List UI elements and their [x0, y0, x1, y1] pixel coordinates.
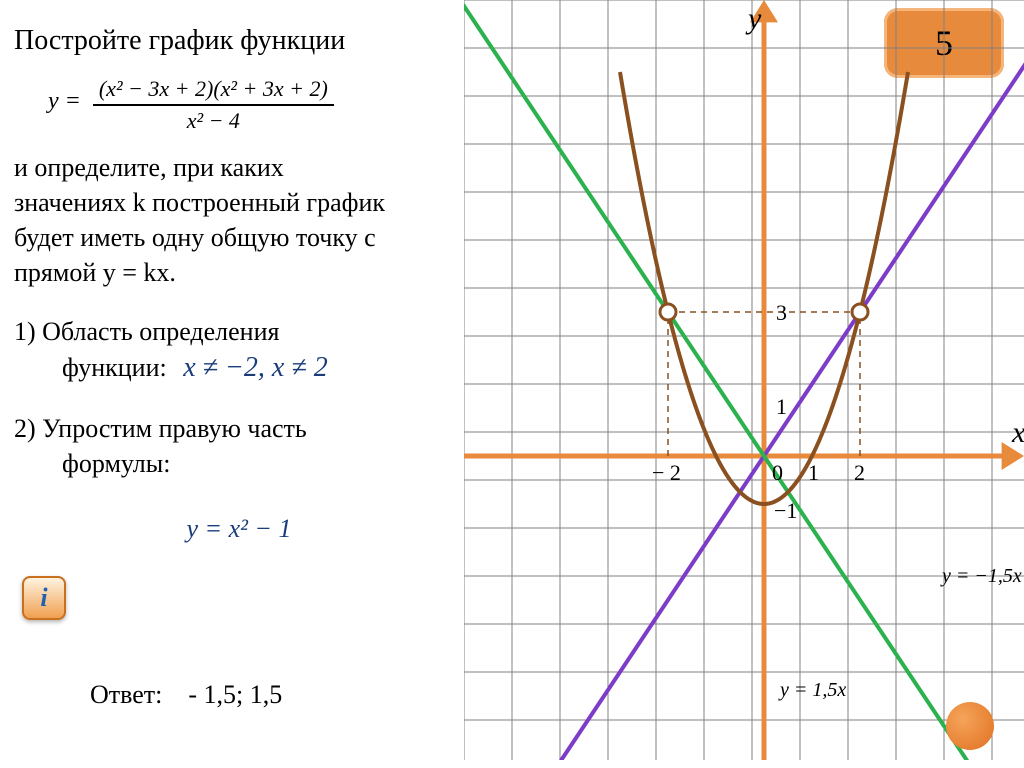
corner-dot-icon: [946, 702, 994, 750]
desc-line-1: и определите, при каких: [14, 150, 464, 185]
step2-line-a: 2) Упростим правую часть: [14, 411, 464, 446]
svg-text:1: 1: [776, 394, 787, 419]
graph-plot: y = 1,5xy = −1,5xху012− 213−1: [464, 0, 1024, 760]
step1-line-b: функции: x ≠ −2, x ≠ 2: [62, 349, 464, 387]
desc-line-2: значениях k построенный график: [14, 185, 464, 220]
fraction-numerator: (x² − 3x + 2)(x² + 3x + 2): [93, 76, 334, 106]
step1-label: функции:: [62, 353, 167, 382]
svg-text:− 2: − 2: [652, 460, 681, 485]
info-icon: i: [40, 583, 47, 613]
svg-text:1: 1: [808, 460, 819, 485]
fraction: (x² − 3x + 2)(x² + 3x + 2) x² − 4: [93, 76, 334, 134]
main-formula: y = (x² − 3x + 2)(x² + 3x + 2) x² − 4: [48, 76, 464, 134]
fraction-denominator: x² − 4: [93, 106, 334, 134]
info-button[interactable]: i: [22, 576, 66, 620]
desc-line-4: прямой y = kx.: [14, 255, 464, 290]
problem-text-block: Постройте график функции y = (x² − 3x + …: [14, 22, 464, 546]
svg-text:y = −1,5x: y = −1,5x: [940, 565, 1022, 587]
svg-text:у: у: [745, 2, 762, 35]
answer-value: - 1,5; 1,5: [188, 680, 282, 709]
answer-block: Ответ: - 1,5; 1,5: [90, 680, 282, 710]
svg-text:2: 2: [854, 460, 865, 485]
formula-lhs: y =: [48, 88, 81, 114]
desc-line-3: будет иметь одну общую точку с: [14, 220, 464, 255]
page-root: 5 Постройте график функции y = (x² − 3x …: [0, 0, 1024, 768]
svg-text:−1: −1: [774, 498, 797, 523]
simplified-formula: y = x² − 1: [14, 511, 464, 546]
svg-text:0: 0: [772, 460, 783, 485]
task-title: Постройте график функции: [14, 22, 464, 60]
domain-restriction: x ≠ −2, x ≠ 2: [183, 352, 327, 383]
step1-line-a: 1) Область определения: [14, 314, 464, 349]
svg-text:х: х: [1011, 416, 1024, 449]
svg-text:3: 3: [776, 300, 787, 325]
answer-label: Ответ:: [90, 680, 162, 709]
svg-text:y = 1,5x: y = 1,5x: [778, 679, 846, 701]
step2-line-b: формулы:: [62, 446, 464, 481]
